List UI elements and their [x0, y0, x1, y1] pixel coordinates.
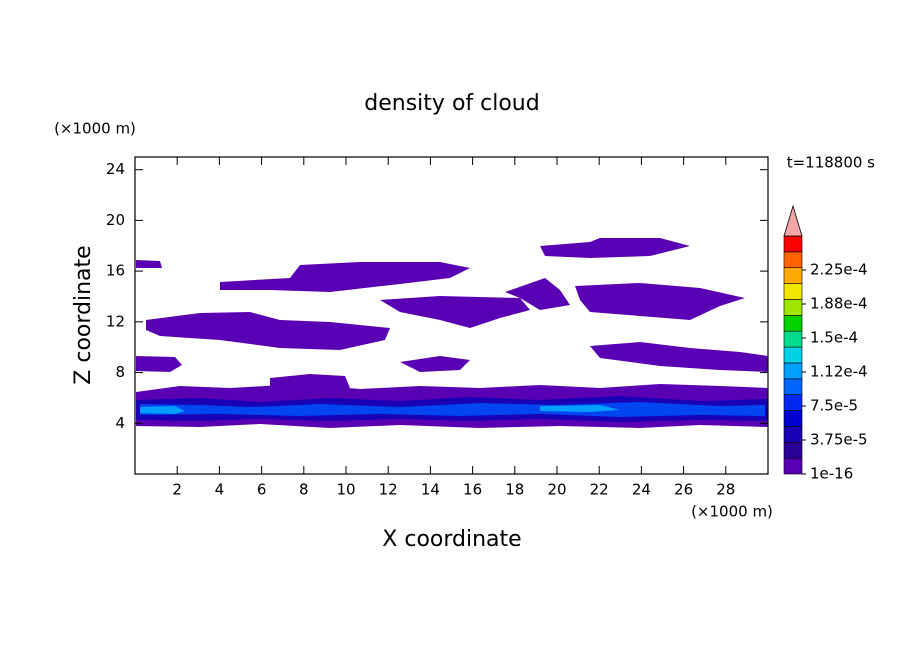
cloud-region	[380, 296, 530, 328]
colorbar-band	[783, 251, 803, 269]
y-tick-label: 16	[106, 262, 125, 280]
x-tick-label: 28	[716, 481, 735, 499]
x-tick-label: 26	[674, 481, 693, 499]
colorbar-band	[783, 346, 803, 364]
x-tick-label: 22	[590, 481, 609, 499]
cloud-region	[590, 342, 768, 372]
colorbar-band	[783, 299, 803, 316]
cloud-region	[136, 260, 162, 268]
colorbar-band	[783, 441, 803, 459]
cloud-region	[540, 238, 690, 258]
colorbar-band	[783, 362, 803, 380]
colorbar-tick-label: 1.88e-4	[810, 295, 868, 313]
x-tick-label: 6	[257, 481, 267, 499]
x-tick-label: 4	[215, 481, 225, 499]
y-tick-label: 12	[106, 312, 125, 330]
x-tick-label: 8	[299, 481, 309, 499]
time-annotation: t=118800 s	[787, 154, 875, 172]
colorbar-tick-label: 3.75e-5	[810, 431, 868, 449]
colorbar-band	[783, 410, 803, 427]
cloud-field	[136, 238, 768, 428]
y-unit: (×1000 m)	[54, 120, 136, 138]
x-tick-label: 20	[547, 481, 566, 499]
y-tick-label: 8	[115, 363, 125, 381]
chart-title: density of cloud	[364, 91, 539, 116]
x-tick-label: 24	[632, 481, 651, 499]
x-unit: (×1000 m)	[691, 503, 773, 521]
cloud-core	[140, 402, 765, 417]
colorbar-band	[783, 330, 803, 348]
cloud-region	[270, 374, 350, 390]
colorbar-band	[783, 426, 803, 443]
colorbar-band	[783, 378, 803, 395]
cloud-region	[505, 278, 570, 310]
x-tick-label: 18	[505, 481, 524, 499]
y-tick-label: 24	[106, 160, 125, 178]
colorbar-band	[783, 457, 803, 475]
x-tick-label: 14	[421, 481, 440, 499]
cloud-region	[136, 356, 182, 372]
plot-frame	[134, 156, 769, 475]
x-tick-label: 16	[463, 481, 482, 499]
colorbar-band	[783, 235, 803, 253]
colorbar-tick-label: 1.12e-4	[810, 363, 868, 381]
colorbar-tick-label: 1e-16	[810, 465, 853, 483]
y-tick-label: 4	[115, 414, 125, 432]
colorbar-band	[783, 267, 803, 284]
colorbar-tick-label: 2.25e-4	[810, 261, 868, 279]
y-axis-label: Z coordinate	[71, 245, 96, 384]
x-axis-label: X coordinate	[382, 527, 521, 552]
cloud-core	[140, 405, 620, 414]
colorbar-tick-label: 1.5e-4	[810, 329, 858, 347]
x-tick-label: 10	[336, 481, 355, 499]
x-tick-label: 12	[379, 481, 398, 499]
cloud-region	[146, 312, 390, 350]
colorbar-tick-label: 7.5e-5	[810, 397, 858, 415]
colorbar-band	[783, 283, 803, 300]
colorbar-extend	[783, 204, 803, 237]
cloud-region	[400, 356, 470, 372]
colorbar-band	[783, 394, 803, 411]
y-tick-label: 20	[106, 211, 125, 229]
x-tick-label: 2	[172, 481, 182, 499]
colorbar-band	[783, 315, 803, 332]
cloud-region	[220, 262, 470, 292]
cloud-region	[575, 283, 745, 320]
